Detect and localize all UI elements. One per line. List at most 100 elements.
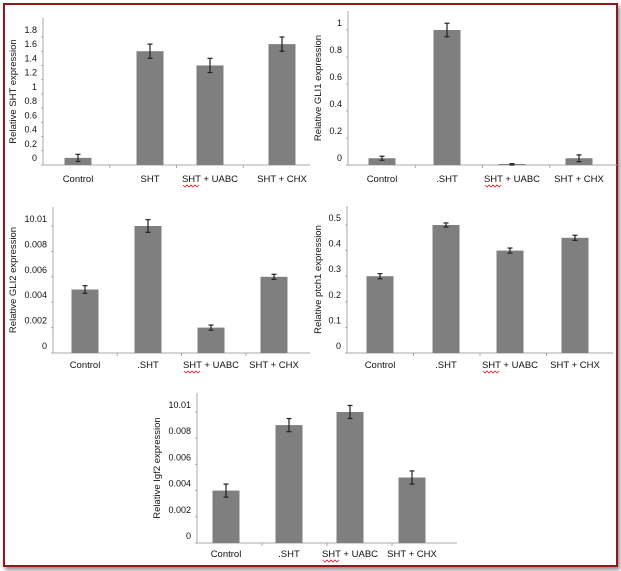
- category-label: Control: [70, 360, 101, 371]
- error-bar-3: [507, 247, 513, 254]
- y-tick-label: 0.4: [329, 99, 342, 109]
- bar-3: [496, 250, 524, 353]
- error-bar-4: [576, 154, 582, 163]
- chart-1: 0 0.2 0.4 0.6 0.8 1 1.2 1.4 1.6 1.8 Relative SHT e…: [8, 18, 310, 188]
- category-label: .SHT: [278, 549, 300, 560]
- category-label: Control: [365, 360, 396, 371]
- y-tick-label: 0.6: [329, 72, 342, 82]
- y-tick-label: 0.8: [329, 45, 342, 55]
- error-bar-3: [207, 57, 213, 74]
- error-bar-2: [145, 219, 151, 233]
- y-axis-label: Relative Igf2 expression: [152, 417, 163, 518]
- y-tick-label: 0.4: [24, 125, 37, 135]
- y-tick-label: 0.004: [24, 290, 47, 300]
- y-tick-label: 0.004: [168, 479, 191, 489]
- category-label: .SHT: [137, 360, 159, 371]
- category-label: Control: [367, 174, 398, 185]
- y-tick-label: 0.008: [168, 426, 191, 436]
- bar-4: [398, 477, 426, 543]
- bar-4: [260, 276, 288, 353]
- bar-2: [433, 30, 461, 165]
- error-bar-4: [409, 470, 415, 485]
- bar-4: [561, 237, 589, 353]
- y-tick-label: 0.6: [24, 110, 37, 120]
- bar-1: [71, 289, 99, 353]
- error-bar-4: [279, 36, 285, 52]
- category-label: SHT + UABC: [183, 360, 239, 371]
- bar-1: [212, 490, 240, 543]
- error-bar-2: [286, 417, 292, 433]
- y-tick-label: 1.4: [24, 53, 37, 63]
- y-tick-label: 1: [337, 18, 342, 28]
- spellcheck-underline: [183, 370, 201, 374]
- y-tick-label: 0: [336, 341, 341, 351]
- y-tick-label: 0.008: [24, 239, 47, 249]
- y-tick-label: 1.2: [24, 68, 37, 78]
- spellcheck-underline: [482, 370, 500, 374]
- y-tick-label: 0.4: [328, 239, 341, 249]
- bar-3: [336, 412, 364, 543]
- bar-1: [368, 158, 396, 165]
- category-label: .SHT: [436, 174, 458, 185]
- y-tick-label: 0.5: [328, 213, 341, 223]
- y-tick-label: 0.002: [168, 505, 191, 515]
- category-label: SHT + CHX: [550, 360, 600, 371]
- spellcheck-underline: [322, 559, 340, 563]
- y-axis-label: Relative ptch1 expression: [313, 225, 324, 334]
- y-tick-label: 1.6: [24, 39, 37, 49]
- figure-frame: [3, 3, 618, 567]
- category-label: SHT + UABC: [322, 549, 378, 560]
- category-label: SHT: [141, 174, 160, 185]
- spellcheck-underline: [182, 184, 200, 188]
- y-tick-label: 0: [32, 153, 37, 163]
- error-bar-3: [347, 404, 353, 420]
- error-bar-2: [147, 43, 153, 59]
- y-tick-label: 0.8: [24, 96, 37, 106]
- y-tick-label: 10.01: [168, 400, 191, 410]
- bar-2: [134, 226, 162, 353]
- category-label: SHT + CHX: [554, 174, 604, 185]
- spellcheck-underline: [484, 184, 502, 188]
- y-tick-label: 10.01: [24, 214, 47, 224]
- y-tick-label: 0.006: [24, 265, 47, 275]
- y-tick-label: 0.2: [24, 139, 37, 149]
- category-label: SHT + UABC: [484, 174, 540, 185]
- error-bar-1: [82, 285, 88, 294]
- y-tick-label: 0.1: [328, 315, 341, 325]
- error-bar-2: [444, 22, 450, 38]
- error-bar-4: [271, 273, 277, 280]
- y-tick-label: 0.2: [328, 290, 341, 300]
- category-label: SHT + CHX: [387, 549, 437, 560]
- y-tick-label: 0.3: [328, 264, 341, 274]
- y-tick-label: 1: [32, 82, 37, 92]
- category-label: SHT + UABC: [482, 360, 538, 371]
- y-tick-label: 0: [42, 341, 47, 351]
- chart-3: 0 0.002 0.004 0.006 0.008 10.01 Relative GLI2 …: [8, 207, 310, 374]
- category-label: Control: [63, 174, 94, 185]
- chart-4: 0 0.1 0.2 0.3 0.4 0.5 Relative ptch1 expressio…: [313, 206, 613, 374]
- error-bar-3: [509, 163, 515, 166]
- error-bar-1: [75, 153, 81, 163]
- y-tick-label: 0.002: [24, 316, 47, 326]
- y-tick-label: 0.2: [329, 126, 342, 136]
- bar-1: [366, 276, 394, 353]
- bar-2: [275, 425, 303, 543]
- chart-5: 0 0.002 0.004 0.006 0.008 10.01 Relative Igf2 …: [152, 393, 457, 563]
- y-axis-label: Relative GLI1 expression: [313, 35, 324, 141]
- bar-2: [136, 51, 164, 165]
- bar-4: [268, 44, 296, 165]
- category-label: Control: [211, 549, 242, 560]
- bar-3: [197, 327, 225, 353]
- error-bar-1: [377, 273, 383, 280]
- category-label: SHT + CHX: [257, 174, 307, 185]
- y-tick-label: 0.006: [168, 452, 191, 462]
- bar-3: [196, 65, 224, 165]
- category-label: SHT + CHX: [249, 360, 299, 371]
- error-bar-1: [223, 483, 229, 498]
- chart-2: 0 0.2 0.4 0.6 0.8 1 Relative GLI1 expression Co…: [313, 11, 617, 188]
- y-tick-label: 0: [337, 153, 342, 163]
- category-label: SHT + UABC: [182, 174, 238, 185]
- y-tick-label: 0: [186, 531, 191, 541]
